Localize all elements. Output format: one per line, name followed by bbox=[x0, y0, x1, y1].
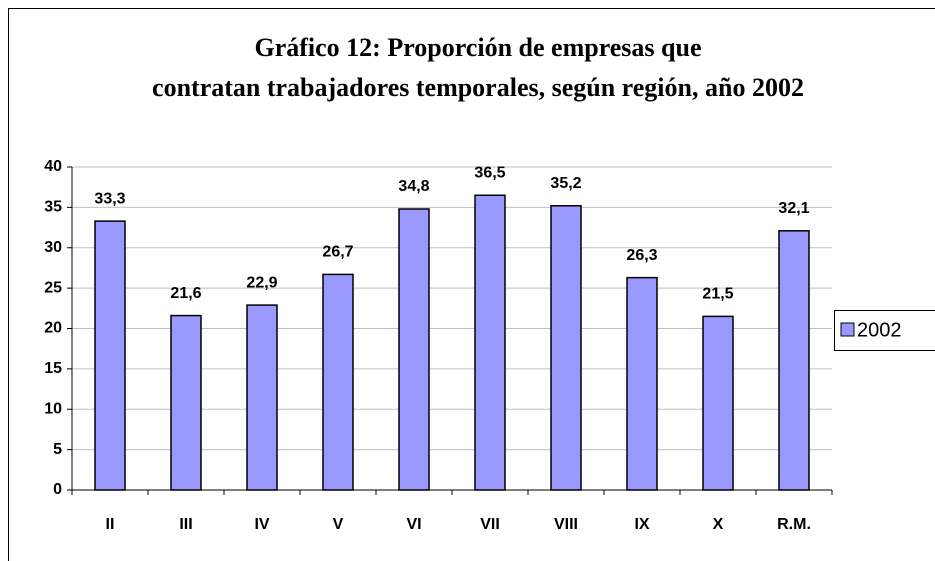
legend-label: 2002 bbox=[857, 319, 902, 341]
x-tick-label: II bbox=[106, 516, 115, 533]
data-label: 26,7 bbox=[322, 244, 353, 261]
y-tick-label: 20 bbox=[44, 320, 62, 337]
y-tick-label: 5 bbox=[53, 441, 62, 458]
y-tick-label: 25 bbox=[44, 279, 62, 296]
bar bbox=[246, 304, 278, 491]
y-tick-label: 35 bbox=[44, 199, 62, 216]
bar bbox=[626, 276, 658, 491]
chart-title: Gráfico 12: Proporción de empresas que co… bbox=[152, 33, 804, 102]
x-tick-label: VI bbox=[406, 516, 421, 533]
x-tick-label: VII bbox=[480, 516, 500, 533]
bar bbox=[474, 194, 506, 491]
x-tick-label: IX bbox=[634, 516, 649, 533]
data-label: 26,3 bbox=[626, 247, 657, 264]
data-label: 35,2 bbox=[550, 175, 581, 192]
bar bbox=[778, 230, 810, 491]
x-tick-label: R.M. bbox=[777, 516, 811, 533]
x-tick-label: VIII bbox=[554, 516, 578, 533]
y-tick-label: 0 bbox=[53, 481, 62, 498]
bar bbox=[170, 314, 202, 491]
x-tick-label: IV bbox=[254, 516, 269, 533]
bar bbox=[322, 273, 354, 491]
data-label: 34,8 bbox=[398, 178, 429, 195]
data-label: 32,1 bbox=[778, 200, 809, 217]
x-tick-label: III bbox=[179, 516, 192, 533]
bar bbox=[550, 205, 582, 491]
data-label: 36,5 bbox=[474, 164, 505, 181]
data-label: 21,6 bbox=[170, 285, 201, 302]
y-tick-label: 10 bbox=[44, 400, 62, 417]
data-label: 21,5 bbox=[702, 286, 733, 303]
legend-swatch bbox=[840, 322, 855, 337]
x-tick-label: X bbox=[713, 516, 724, 533]
x-tick-label: V bbox=[333, 516, 344, 533]
y-tick-label: 40 bbox=[44, 158, 62, 175]
y-tick-label: 15 bbox=[44, 360, 62, 377]
bar bbox=[702, 315, 734, 491]
bar bbox=[94, 220, 126, 491]
y-tick-label: 30 bbox=[44, 239, 62, 256]
data-label: 33,3 bbox=[94, 190, 125, 207]
data-label: 22,9 bbox=[246, 274, 277, 291]
bar bbox=[398, 208, 430, 491]
